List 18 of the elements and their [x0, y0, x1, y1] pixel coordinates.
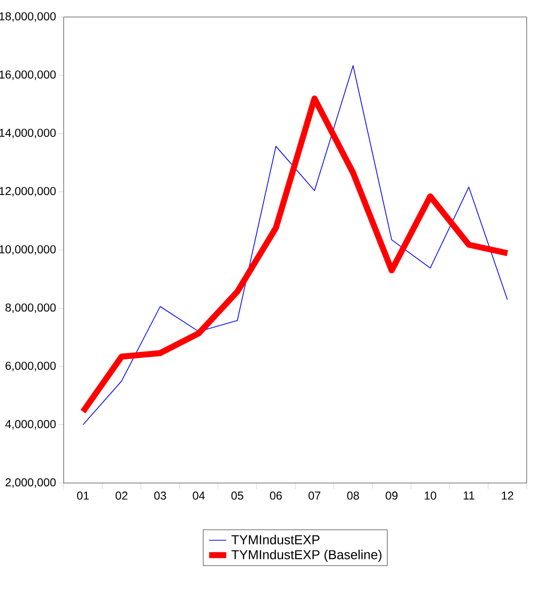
x-tick-label: 03 [154, 492, 166, 500]
x-tick-label: 12 [502, 492, 514, 500]
legend-label: TYMIndustEXP [232, 534, 320, 544]
x-tick-label: 10 [424, 492, 436, 500]
y-tick-label: 8,000,000 [6, 303, 56, 313]
x-tick-label: 07 [308, 492, 320, 500]
y-tick-label: 2,000,000 [6, 478, 56, 488]
x-tick-label: 09 [386, 492, 398, 500]
x-tick-label: 02 [116, 492, 128, 500]
x-tick-label: 11 [464, 492, 474, 500]
y-tick-label: 4,000,000 [5, 420, 56, 430]
x-tick-label: 04 [192, 492, 205, 500]
y-tick-label: 6,000,000 [6, 362, 56, 372]
x-tick-label: 05 [231, 492, 244, 500]
x-tick-label: 06 [270, 492, 282, 500]
legend-label: TYMIndustEXP (Baseline) [232, 550, 382, 562]
x-tick-label: 08 [347, 492, 359, 500]
x-tick-label: 01 [77, 492, 89, 500]
